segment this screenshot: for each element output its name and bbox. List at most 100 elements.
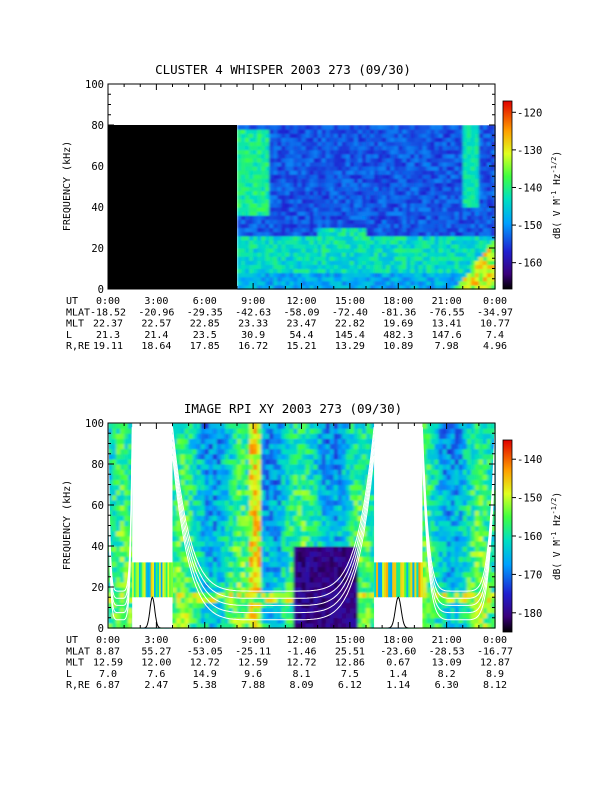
ephemeris-row-label: L [66, 330, 72, 341]
ephemeris-value: 54.4 [289, 330, 313, 341]
axes: 0 20 40 60 80 100 [85, 79, 496, 296]
y-tick-label: 0 [98, 284, 104, 296]
axes: 0 20 40 60 80 100 [85, 418, 496, 635]
ephemeris-value: 18.64 [141, 341, 171, 352]
ephemeris-value: 18:00 [383, 296, 413, 307]
colorbar-label: dB( V M-1 Hz-1/2) [550, 492, 563, 580]
ephemeris-value: 0:00 [96, 296, 120, 307]
ephemeris-value: 13.09 [432, 658, 462, 669]
ephemeris-value: 7.0 [99, 669, 117, 680]
ephemeris-value: 7.98 [435, 341, 459, 352]
ephemeris-value: 30.9 [241, 330, 265, 341]
panel-cluster: CLUSTER 4 WHISPER 2003 273 (09/30) FREQU… [62, 62, 563, 352]
y-tick-label: 60 [91, 500, 104, 512]
ephemeris-value: 12:00 [286, 635, 316, 646]
ephemeris-value: 3:00 [144, 296, 168, 307]
y-tick-label: 0 [98, 623, 104, 635]
ephemeris-value: 145.4 [335, 330, 365, 341]
ephemeris-value: -28.53 [429, 646, 465, 657]
ephemeris-value: 7.5 [341, 669, 359, 680]
ephemeris-value: -81.36 [380, 307, 416, 318]
ephemeris-value: -25.11 [235, 646, 271, 657]
ephemeris-value: 1.14 [386, 680, 410, 691]
ephemeris-value: 7.88 [241, 680, 265, 691]
ephemeris-value: 6.12 [338, 680, 362, 691]
ephemeris-value: 21:00 [432, 635, 462, 646]
ephemeris-value: 23.5 [193, 330, 217, 341]
ephemeris-value: 10.77 [480, 319, 510, 330]
ephemeris-value: 482.3 [383, 330, 413, 341]
ephemeris-value: 2.47 [144, 680, 168, 691]
ephemeris-value: 25.51 [335, 646, 365, 657]
ephemeris-value: 8.1 [292, 669, 310, 680]
y-tick-label: 40 [91, 202, 104, 214]
ephemeris-value: 0:00 [483, 296, 507, 307]
ephemeris-value: 8.12 [483, 680, 507, 691]
colorbar-tick-label: -160 [517, 531, 542, 543]
ephemeris-value: -29.35 [187, 307, 223, 318]
colorbar-tick-label: -140 [517, 182, 542, 194]
ephemeris-value: -34.97 [477, 307, 513, 318]
ephemeris-row-label: MLT [66, 658, 84, 669]
ephemeris-value: 16.72 [238, 341, 268, 352]
ephemeris-value: 147.6 [432, 330, 462, 341]
ephemeris-table: UT 0:00 3:00 6:00 9:00 12:00 15:00 18:00 21:00 0:… [66, 296, 513, 352]
ephemeris-value: 12.00 [141, 658, 171, 669]
ephemeris-value: -16.77 [477, 646, 513, 657]
ephemeris-value: 14.9 [193, 669, 217, 680]
y-tick-label: 20 [91, 582, 104, 594]
ephemeris-value: 21:00 [432, 296, 462, 307]
ephemeris-row-label: UT [66, 296, 78, 307]
ephemeris-value: 8.9 [486, 669, 504, 680]
y-tick-label: 80 [91, 120, 104, 132]
ephemeris-value: 8.87 [96, 646, 120, 657]
y-tick-label: 100 [85, 79, 104, 91]
ephemeris-row-label: MLT [66, 319, 84, 330]
y-tick-label: 100 [85, 418, 104, 430]
ephemeris-value: 6:00 [193, 635, 217, 646]
ephemeris-value: -1.46 [286, 646, 316, 657]
ephemeris-row-label: MLAT [66, 307, 90, 318]
colorbar-tick-label: -120 [517, 107, 542, 119]
colorbar-label: dB( V M-1 Hz-1/2) [550, 151, 563, 239]
ephemeris-value: 6.87 [96, 680, 120, 691]
ephemeris-value: 7.6 [147, 669, 165, 680]
ephemeris-value: 6:00 [193, 296, 217, 307]
ephemeris-value: 0:00 [483, 635, 507, 646]
ephemeris-value: 19.69 [383, 319, 413, 330]
ephemeris-value: 12.72 [286, 658, 316, 669]
y-tick-label: 40 [91, 541, 104, 553]
colorbar-tick-label: -140 [517, 454, 542, 466]
ephemeris-value: 17.85 [190, 341, 220, 352]
ephemeris-value: -72.40 [332, 307, 368, 318]
ephemeris-value: 23.33 [238, 319, 268, 330]
ephemeris-value: 12.87 [480, 658, 510, 669]
ephemeris-value: 21.3 [96, 330, 120, 341]
ephemeris-value: 5.38 [193, 680, 217, 691]
ephemeris-value: 19.11 [93, 341, 123, 352]
ephemeris-row-label: MLAT [66, 646, 90, 657]
ephemeris-value: 7.4 [486, 330, 504, 341]
y-axis-label: FREQUENCY (kHz) [62, 141, 73, 231]
y-axis-label: FREQUENCY (kHz) [62, 480, 73, 570]
ephemeris-value: 22.57 [141, 319, 171, 330]
ephemeris-value: 22.37 [93, 319, 123, 330]
ephemeris-value: 10.89 [383, 341, 413, 352]
ephemeris-value: 1.4 [389, 669, 407, 680]
ephemeris-value: 12.86 [335, 658, 365, 669]
ephemeris-value: 12.59 [238, 658, 268, 669]
ephemeris-value: 4.96 [483, 341, 507, 352]
ephemeris-value: 9:00 [241, 635, 265, 646]
ephemeris-table: UT 0:00 3:00 6:00 9:00 12:00 15:00 18:00 21:00 0:… [66, 635, 513, 691]
ephemeris-value: 9.6 [244, 669, 262, 680]
ephemeris-value: -76.55 [429, 307, 465, 318]
colorbar-tick-label: -180 [517, 608, 542, 620]
spectrogram-plot [107, 423, 496, 629]
ephemeris-value: -18.52 [90, 307, 126, 318]
y-tick-label: 60 [91, 161, 104, 173]
ephemeris-value: 3:00 [144, 635, 168, 646]
ephemeris-value: -20.96 [138, 307, 174, 318]
ephemeris-value: 0.67 [386, 658, 410, 669]
ephemeris-value: -58.09 [283, 307, 319, 318]
